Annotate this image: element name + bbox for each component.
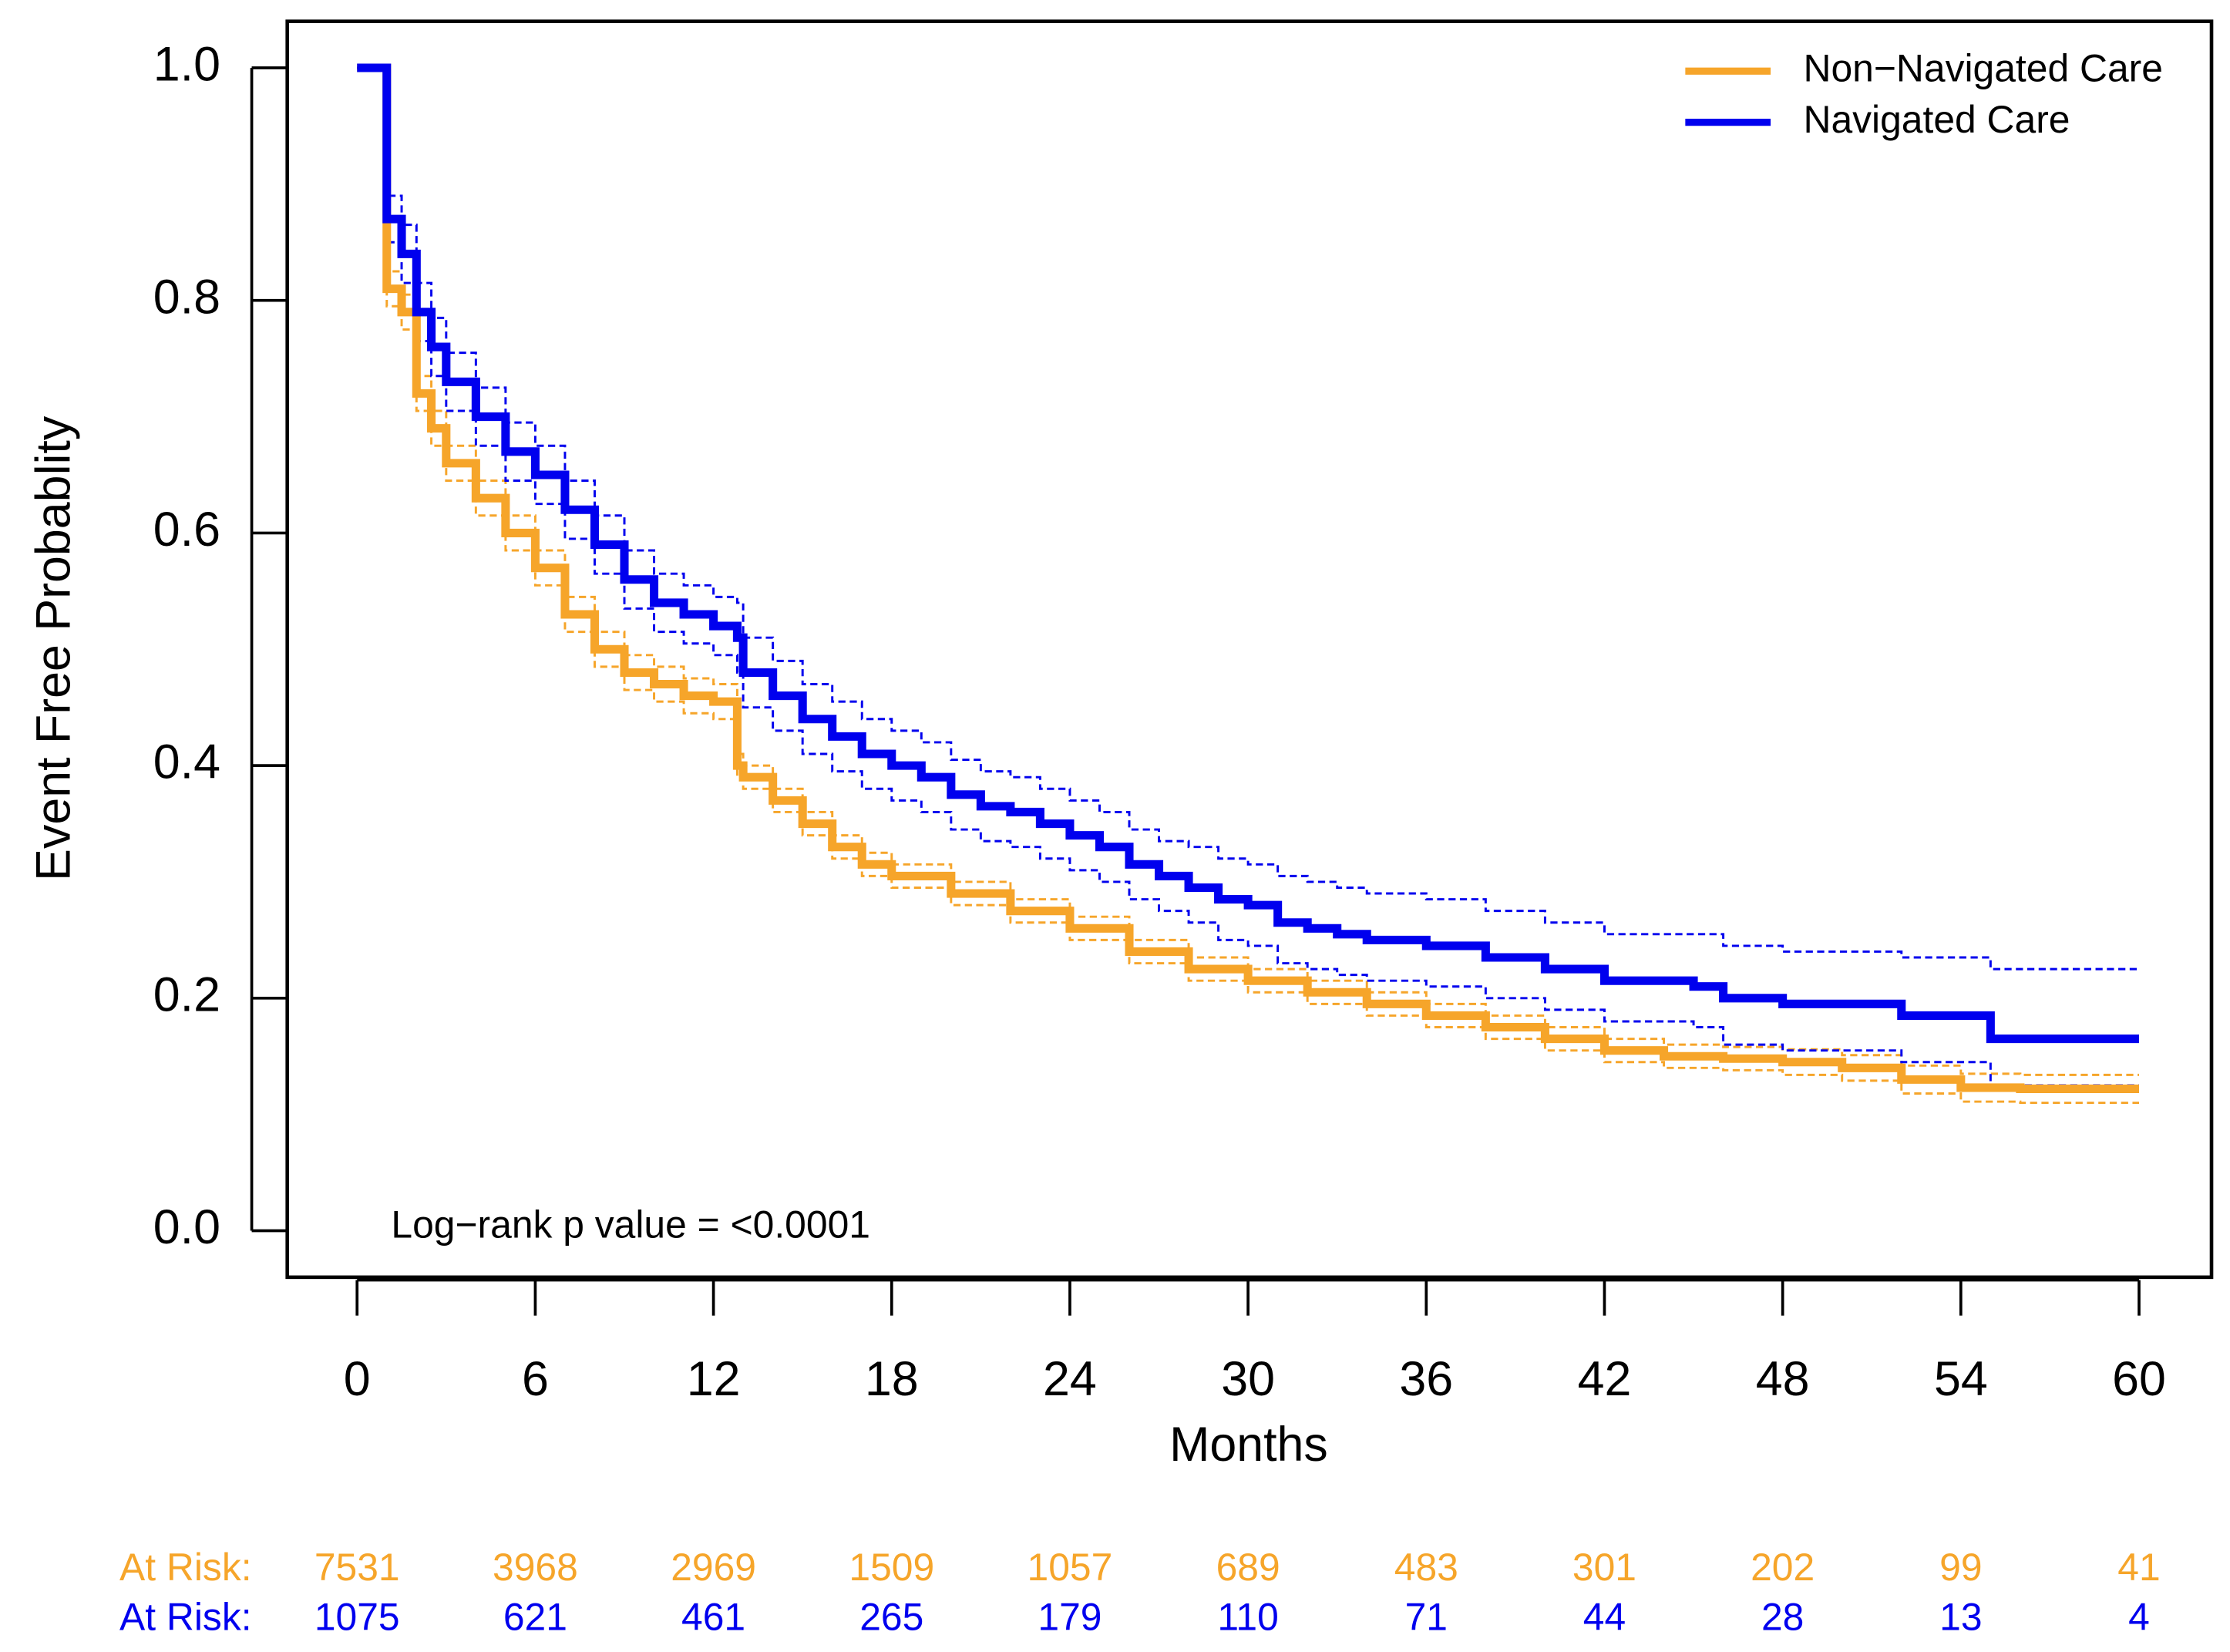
y-tick-label: 0.6 (153, 503, 220, 557)
confidence-band (357, 66, 2140, 971)
confidence-band (357, 66, 2140, 1105)
x-tick-label: 36 (1399, 1352, 1453, 1406)
at-risk-count: 1075 (314, 1596, 400, 1639)
x-tick-label: 42 (1578, 1352, 1632, 1406)
at-risk-label: At Risk: (119, 1546, 252, 1589)
at-risk-count: 301 (1572, 1546, 1636, 1589)
x-tick-label: 12 (687, 1352, 741, 1406)
survival-line (357, 63, 2140, 1044)
confidence-band (357, 66, 2140, 1076)
x-tick-label: 54 (1934, 1352, 1988, 1406)
at-risk-count: 71 (1405, 1596, 1448, 1639)
at-risk-count: 689 (1216, 1546, 1280, 1589)
x-tick-label: 30 (1221, 1352, 1275, 1406)
y-axis-label: Event Free Probablity (26, 416, 80, 881)
y-tick-label: 0.8 (153, 270, 220, 324)
at-risk-count: 202 (1751, 1546, 1815, 1589)
x-tick-label: 60 (2112, 1352, 2166, 1406)
at-risk-count: 110 (1217, 1596, 1278, 1639)
at-risk-count: 1509 (849, 1546, 934, 1589)
y-tick-label: 1.0 (153, 38, 220, 92)
at-risk-count: 2969 (671, 1546, 756, 1589)
at-risk-count: 483 (1394, 1546, 1458, 1589)
y-tick-label: 0.2 (153, 967, 220, 1021)
x-tick-label: 48 (1756, 1352, 1810, 1406)
x-tick-label: 6 (522, 1352, 549, 1406)
at-risk-count: 13 (1939, 1596, 1982, 1639)
survival-line (357, 63, 2140, 1093)
at-risk-count: 179 (1038, 1596, 1102, 1639)
at-risk-count: 4 (2128, 1596, 2150, 1639)
x-tick-label: 0 (344, 1352, 371, 1406)
x-axis-label: Months (1169, 1418, 1328, 1472)
at-risk-count: 461 (681, 1596, 745, 1639)
at-risk-count: 41 (2117, 1546, 2160, 1589)
at-risk-label: At Risk: (119, 1596, 252, 1639)
at-risk-count: 3968 (493, 1546, 578, 1589)
x-tick-label: 24 (1043, 1352, 1097, 1406)
confidence-band (357, 66, 2140, 1087)
at-risk-count: 99 (1939, 1546, 1982, 1589)
at-risk-count: 621 (503, 1596, 567, 1639)
legend-label: Non−Navigated Care (1803, 46, 2162, 89)
y-tick-label: 0.4 (153, 735, 220, 789)
x-tick-label: 18 (865, 1352, 919, 1406)
plot-frame (285, 19, 2214, 1280)
at-risk-count: 28 (1761, 1596, 1804, 1639)
legend-label: Navigated Care (1803, 98, 2070, 141)
at-risk-count: 7531 (314, 1546, 400, 1589)
at-risk-count: 265 (859, 1596, 923, 1639)
y-tick-label: 0.0 (153, 1200, 220, 1254)
at-risk-count: 44 (1583, 1596, 1626, 1639)
annotation: Log−rank p value = <0.0001 (391, 1203, 870, 1246)
at-risk-count: 1057 (1028, 1546, 1113, 1589)
